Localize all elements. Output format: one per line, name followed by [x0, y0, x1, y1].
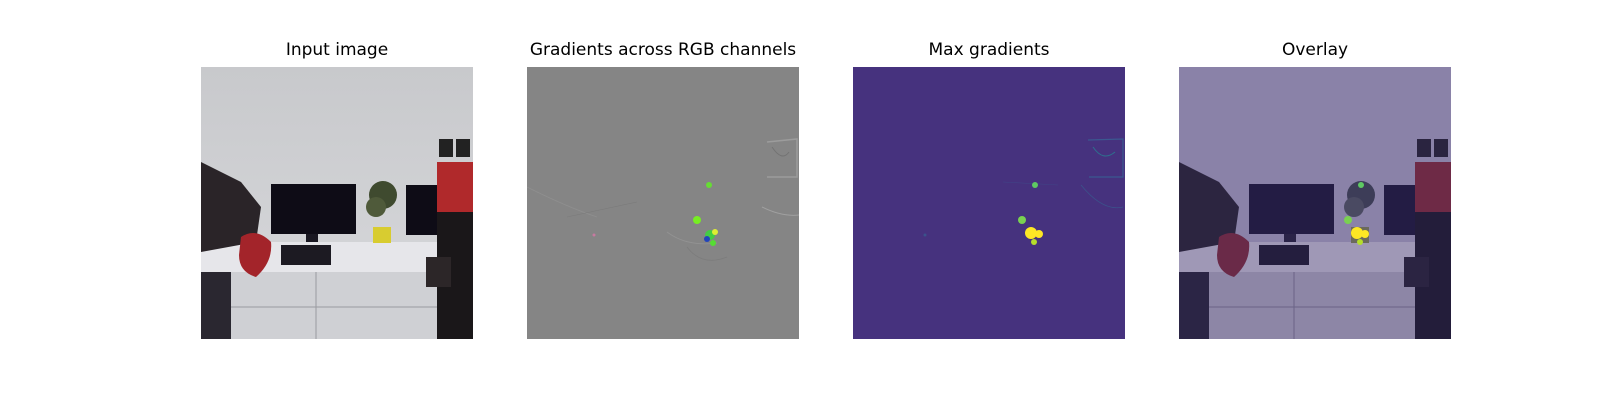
- panel-title: Gradients across RGB channels: [529, 40, 797, 60]
- input-image: [201, 67, 473, 339]
- panel-title: Input image: [285, 40, 389, 60]
- max-gradients-image: [853, 67, 1125, 339]
- rgb-gradients-image: [527, 67, 799, 339]
- overlay-image: [1179, 67, 1451, 339]
- panel-title: Overlay: [1281, 40, 1349, 60]
- panel-title: Max gradients: [928, 40, 1050, 60]
